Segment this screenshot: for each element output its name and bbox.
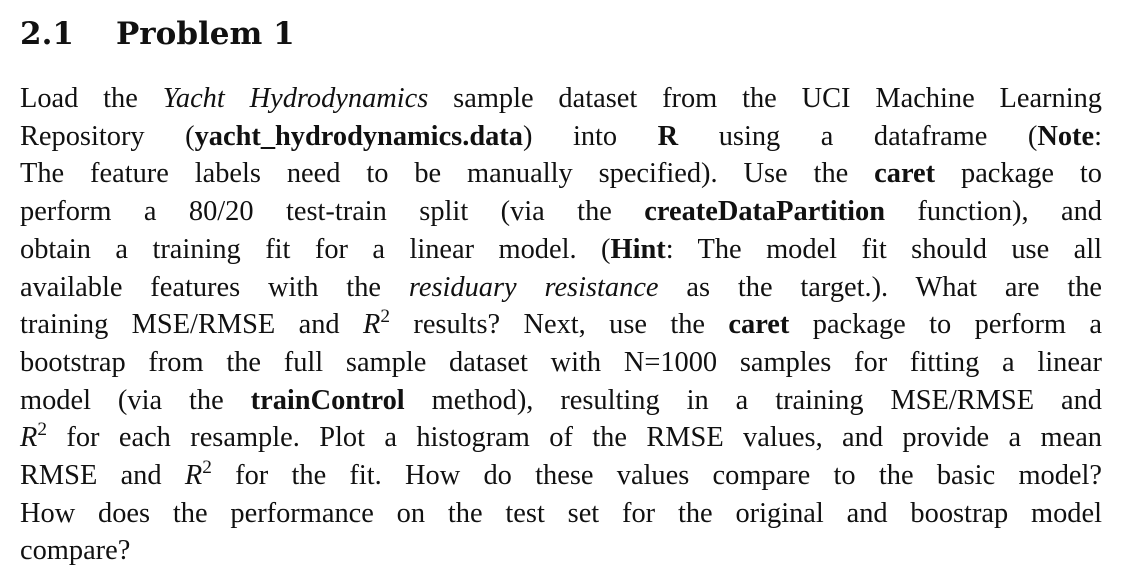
text-run: :	[1094, 120, 1102, 152]
paragraph-line: bootstrap from the full sample dataset w…	[20, 344, 1102, 382]
math-r: R	[20, 422, 38, 454]
target-variable: residuary resistance	[408, 271, 659, 303]
text-run: package to perform a	[789, 309, 1102, 341]
text-run: Repository (	[20, 120, 195, 152]
math-superscript: 2	[202, 456, 212, 478]
caret-package-name: caret	[874, 158, 936, 190]
hint-label: Hint	[610, 233, 666, 265]
math-r: R	[363, 309, 381, 341]
section-number: 2.1	[20, 16, 74, 52]
text-run: available features with the	[20, 271, 409, 303]
paragraph-line: model (via the trainControl method), res…	[20, 382, 1102, 420]
text-run: method), resulting in a training MSE/RMS…	[404, 384, 1102, 416]
text-run: package to	[935, 158, 1102, 190]
note-label: Note	[1037, 120, 1095, 152]
document-page: 2.1 Problem 1 Load the Yacht Hydrodynamic…	[20, 14, 1102, 570]
text-run: sample dataset from the UCI Machine Lear…	[428, 83, 1102, 114]
paragraph-line: available features with the residuary re…	[20, 269, 1102, 307]
text-run: for the fit. How do these values compare…	[211, 460, 1103, 492]
text-run: Load the	[20, 83, 163, 114]
text-run: function), and	[885, 196, 1102, 228]
paragraph-line: Load the Yacht Hydrodynamics sample data…	[20, 80, 1102, 118]
text-run: as the target.). What are the	[658, 271, 1102, 303]
r-squared-symbol: R2	[363, 306, 390, 341]
text-run: perform a 80/20 test-train split (via th…	[20, 196, 645, 228]
text-run: training MSE/RMSE and	[20, 309, 363, 341]
text-run: The feature labels need to be manually s…	[20, 158, 875, 190]
paragraph-line: RMSE and R2 for the fit. How do these va…	[20, 457, 1102, 495]
text-run: ) into	[522, 120, 658, 152]
paragraph-line: Repository (yacht_hydrodynamics.data) in…	[20, 118, 1102, 156]
math-superscript: 2	[37, 419, 47, 441]
paragraph-line: R2 for each resample. Plot a histogram o…	[20, 419, 1102, 457]
math-r: R	[184, 460, 203, 492]
r-squared-symbol: R2	[184, 456, 212, 492]
text-run: : The model fit should use all	[665, 233, 1102, 265]
text-run: obtain a training fit for a linear model…	[20, 233, 611, 265]
text-run: compare?	[20, 535, 131, 567]
section-heading: 2.1 Problem 1	[20, 14, 1102, 54]
text-run: using a dataframe (	[678, 120, 1038, 152]
method-name: trainControl	[250, 384, 405, 416]
text-run: bootstrap from the full sample dataset w…	[20, 346, 1102, 378]
paragraph-line: How does the performance on the test set…	[20, 495, 1102, 533]
section-title: Problem 1	[116, 16, 295, 52]
r-squared-symbol: R2	[20, 419, 47, 454]
data-filename: yacht_hydrodynamics.data	[194, 120, 523, 152]
paragraph-line: training MSE/RMSE and R2 results? Next, …	[20, 306, 1102, 344]
caret-package-name: caret	[728, 309, 790, 341]
text-run: for each resample. Plot a histogram of t…	[47, 422, 1102, 454]
paragraph-line: The feature labels need to be manually s…	[20, 155, 1102, 193]
paragraph-line: perform a 80/20 test-train split (via th…	[20, 193, 1102, 231]
text-run: RMSE and	[20, 460, 185, 492]
dataset-name: Yacht Hydrodynamics	[162, 83, 429, 114]
paragraph-line: compare?	[20, 532, 1102, 570]
text-run: model (via the	[20, 384, 251, 416]
r-language-name: R	[657, 120, 679, 152]
paragraph-line: obtain a training fit for a linear model…	[20, 231, 1102, 269]
text-run: How does the performance on the test set…	[20, 497, 1102, 529]
function-name: createDataPartition	[644, 196, 885, 228]
problem-paragraph: Load the Yacht Hydrodynamics sample data…	[20, 80, 1102, 570]
text-run: results? Next, use the	[390, 309, 729, 341]
math-superscript: 2	[380, 306, 390, 328]
